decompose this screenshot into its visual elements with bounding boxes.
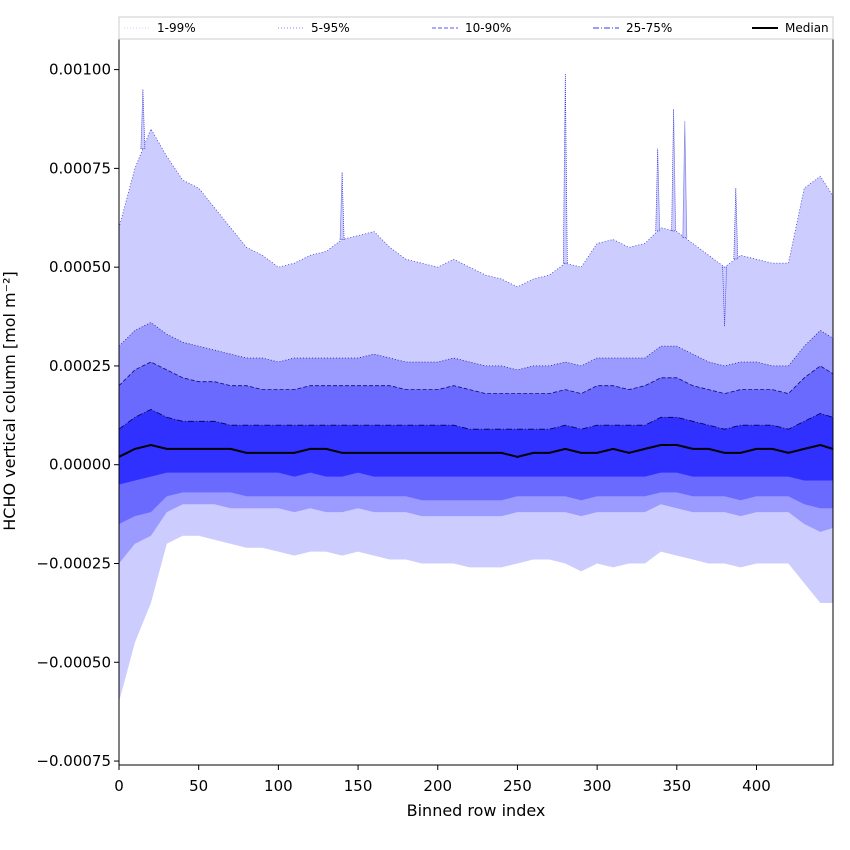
spike (562, 73, 568, 264)
x-tick-label: 100 (264, 777, 293, 795)
x-tick-label: 50 (189, 777, 208, 795)
spikes-layer (140, 73, 739, 327)
legend-label: 5-95% (311, 21, 350, 35)
median-layer (118, 443, 834, 458)
legend: 1-99% 5-95% 10-90% 25-75% Median (118, 16, 834, 40)
y-tick-label: 0.00100 (49, 61, 111, 79)
y-axis-label: HCHO vertical column [mol m⁻²] (0, 271, 19, 530)
x-tick-label: 250 (503, 777, 532, 795)
legend-label: 10-90% (465, 21, 511, 35)
x-tick-label: 350 (662, 777, 691, 795)
band-25-75% (119, 409, 833, 485)
spike (339, 172, 345, 240)
x-tick-label: 0 (114, 777, 124, 795)
y-tick-label: −0.00025 (36, 554, 111, 572)
spike (733, 188, 739, 260)
legend-box (118, 16, 834, 40)
legend-label: 1-99% (157, 21, 196, 35)
bands-layer (119, 128, 833, 702)
y-tick-label: 0.00000 (49, 456, 111, 474)
spike (682, 120, 688, 238)
x-tick-label: 200 (423, 777, 452, 795)
band-upper-edge-5-95% (118, 322, 834, 371)
spike (722, 266, 727, 327)
spike (671, 109, 676, 232)
y-tick-label: −0.00050 (36, 653, 111, 671)
band-upper-edge-25-75% (118, 408, 834, 430)
band-upper-edge-1-99% (118, 127, 834, 288)
legend-label: 25-75% (626, 21, 672, 35)
spike (655, 148, 661, 232)
y-tick-label: −0.00075 (36, 752, 111, 770)
y-axis: −0.00075 −0.00050 −0.00025 0.00000 0.00025 0.… (36, 61, 119, 770)
spike (140, 89, 146, 149)
band-edges-layer (118, 127, 834, 430)
x-tick-label: 300 (583, 777, 612, 795)
legend-label: Median (785, 21, 829, 35)
x-axis-label: Binned row index (407, 801, 546, 820)
y-tick-label: 0.00025 (49, 357, 111, 375)
series-line-median (118, 443, 834, 458)
x-axis: 0 50 100 150 200 250 300 350 400 (114, 765, 771, 795)
band-upper-edge-10-90% (118, 361, 834, 395)
y-tick-label: 0.00075 (49, 159, 111, 177)
y-tick-label: 0.00050 (49, 258, 111, 276)
x-tick-label: 150 (344, 777, 373, 795)
x-tick-label: 400 (742, 777, 771, 795)
